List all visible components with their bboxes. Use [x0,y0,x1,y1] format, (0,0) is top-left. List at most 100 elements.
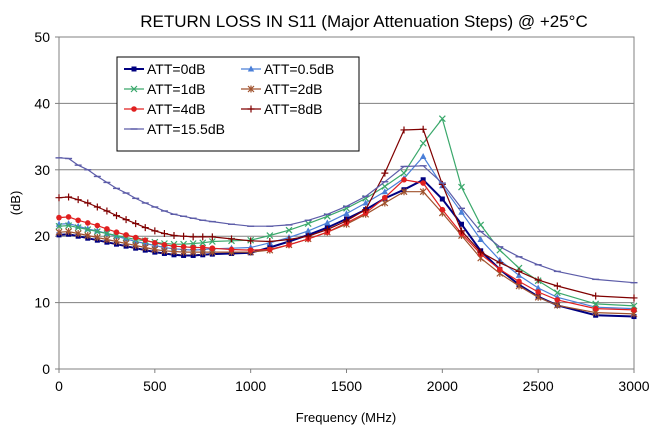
data-point [113,212,120,220]
data-point [55,222,63,230]
x-tick-label: 2000 [427,378,458,394]
y-tick-label: 0 [42,361,50,377]
y-axis-ticks: 0 10 20 30 40 50 [34,29,59,377]
data-point [534,276,542,284]
data-point [477,221,485,229]
data-point [420,180,426,186]
y-tick-label: 30 [34,162,50,178]
y-tick-label: 10 [34,295,50,311]
data-point [103,207,111,215]
data-point [459,221,464,227]
data-point [477,248,485,256]
data-point [534,293,542,301]
data-point [228,235,235,243]
data-point [180,248,188,256]
legend-marker [247,85,255,93]
legend-marker [130,85,138,93]
data-point [208,233,216,241]
data-point [142,240,149,247]
data-point [439,196,445,202]
data-point [285,226,293,234]
data-point [592,292,600,300]
data-point [553,289,561,297]
data-point [497,266,503,273]
data-point [132,238,139,245]
data-point [381,188,389,195]
legend-box [116,56,360,152]
data-point [267,246,273,253]
data-point [141,224,149,232]
data-point [142,237,149,243]
legend-item-att-0-5db: ATT=0.5dB [241,61,334,77]
data-point [151,227,159,235]
legend-marker [131,66,137,72]
data-point [132,241,140,249]
x-tick-label: 1000 [235,378,266,394]
data-point [75,217,81,224]
data-point [362,199,369,206]
data-point [122,216,130,224]
legend-item-att-4db: ATT=4dB [124,101,206,117]
data-point [74,230,82,238]
data-point [180,244,187,250]
legend-items: ATT=0dB ATT=0.5dB ATT=1dB ATT=2dB ATT=4dB ATT… [124,61,334,137]
data-point [65,193,73,201]
y-tick-label: 40 [34,95,50,111]
series-layer [55,115,638,320]
data-point [103,230,111,237]
data-point [84,199,92,207]
data-point [400,126,408,134]
x-tick-label: 3000 [618,378,649,394]
data-point [93,228,101,235]
data-point [631,307,637,313]
data-point [553,301,561,309]
data-point [592,300,600,308]
data-point [266,238,274,246]
data-point [286,242,292,248]
data-point [535,289,541,295]
data-point [84,220,91,226]
data-point [285,236,293,244]
data-point [304,227,312,234]
data-point [458,227,465,235]
data-point [382,194,388,201]
data-point [247,237,255,245]
data-point [553,282,561,290]
legend-item-att-8db: ATT=8dB [241,101,323,117]
legend-item-att-2db: ATT=2dB [241,81,323,97]
legend-item-att-15-5db: ATT=15.5dB [124,121,225,137]
data-point [458,183,465,191]
legend-label: ATT=15.5dB [147,121,225,137]
legend-item-att-1db: ATT=1dB [124,81,206,97]
data-point [199,233,207,241]
data-point [55,194,63,202]
data-point [247,247,254,253]
series-att-8db [55,125,638,302]
data-point [170,247,178,255]
data-point [343,217,350,225]
data-point [84,232,92,240]
data-point [208,238,216,245]
data-point [190,244,196,251]
legend-marker [131,106,137,112]
data-point [65,228,73,236]
x-tick-label: 500 [143,378,167,394]
data-point [56,214,62,221]
legend-label: ATT=4dB [147,101,206,117]
data-point [113,229,120,236]
data-point [170,232,178,240]
x-axis-label: Frequency (MHz) [296,410,396,425]
data-point [152,240,158,246]
x-tick-label: 2500 [523,378,554,394]
data-point [630,294,638,302]
data-point [401,176,407,183]
data-point [381,169,389,177]
data-point [439,206,446,213]
y-axis-label: (dB) [8,191,23,216]
y-tick-label: 20 [34,228,50,244]
data-point [113,238,120,246]
data-point [132,234,139,241]
legend-label: ATT=1dB [147,81,206,97]
data-point [189,240,197,247]
legend-label: ATT=8dB [264,101,323,117]
